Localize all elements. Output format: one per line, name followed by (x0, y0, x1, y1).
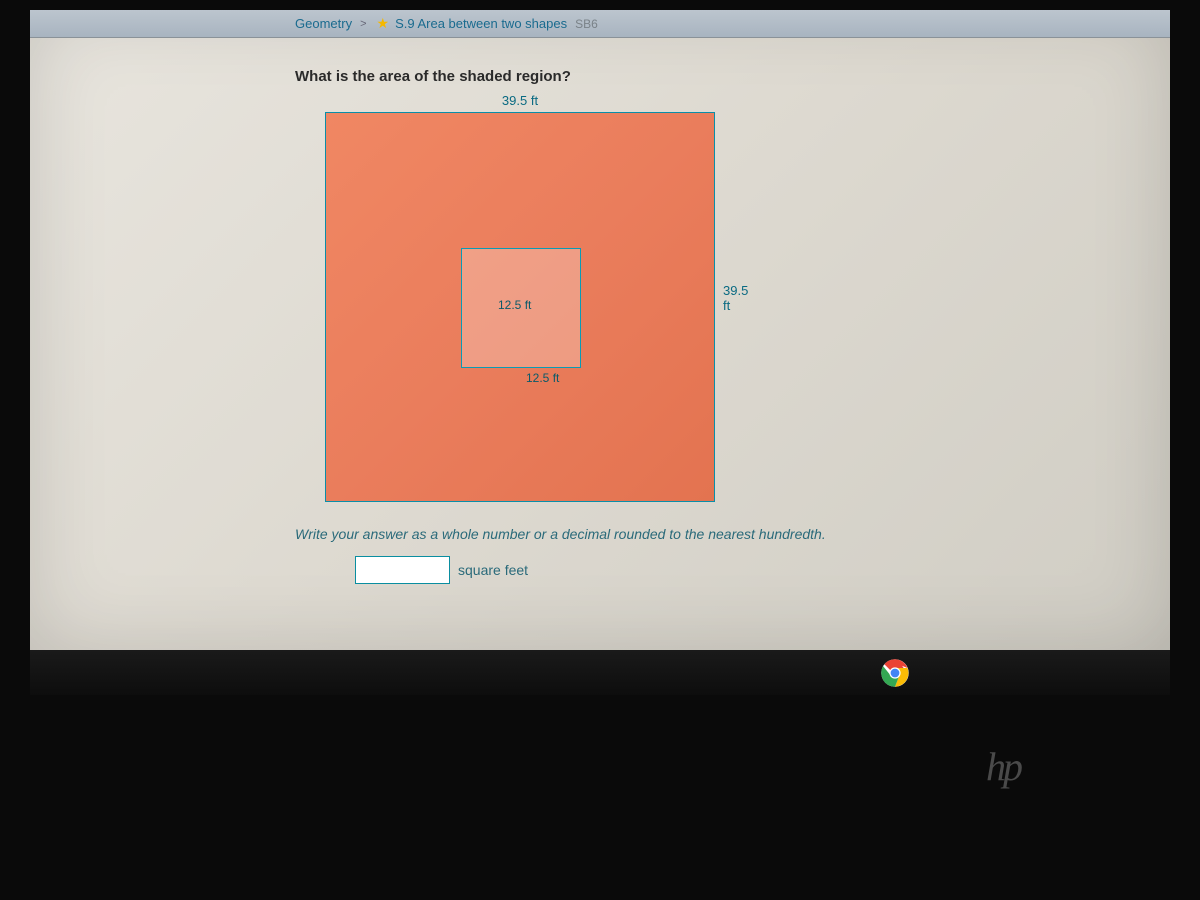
instruction-text: Write your answer as a whole number or a… (295, 526, 1170, 542)
app-window: Geometry > ★ S.9 Area between two shapes… (30, 10, 1170, 650)
inner-bottom-label: 12.5 ft (526, 371, 559, 385)
hp-logo: hp (986, 743, 1020, 790)
answer-unit-label: square feet (458, 562, 528, 578)
answer-input[interactable] (355, 556, 450, 584)
breadcrumb-subject-link[interactable]: Geometry (295, 16, 352, 31)
question-text: What is the area of the shaded region? (295, 68, 1170, 85)
breadcrumb-separator: > (360, 18, 366, 30)
outer-square: 12.5 ft 12.5 ft (325, 112, 715, 502)
outer-right-label: 39.5 ft (723, 283, 748, 313)
outer-top-label: 39.5 ft (325, 93, 715, 108)
geometry-figure: 39.5 ft 12.5 ft 12.5 ft 39.5 ft (295, 93, 745, 502)
problem-content: What is the area of the shaded region? 3… (30, 38, 1170, 584)
inner-left-label: 12.5 ft (498, 298, 531, 312)
breadcrumb-code: SB6 (575, 17, 598, 31)
taskbar (30, 650, 1170, 695)
chrome-icon[interactable] (880, 658, 910, 688)
answer-row: square feet (355, 556, 1170, 584)
breadcrumb: Geometry > ★ S.9 Area between two shapes… (30, 10, 1170, 38)
star-icon: ★ (377, 15, 390, 32)
breadcrumb-lesson[interactable]: S.9 Area between two shapes (395, 16, 567, 31)
